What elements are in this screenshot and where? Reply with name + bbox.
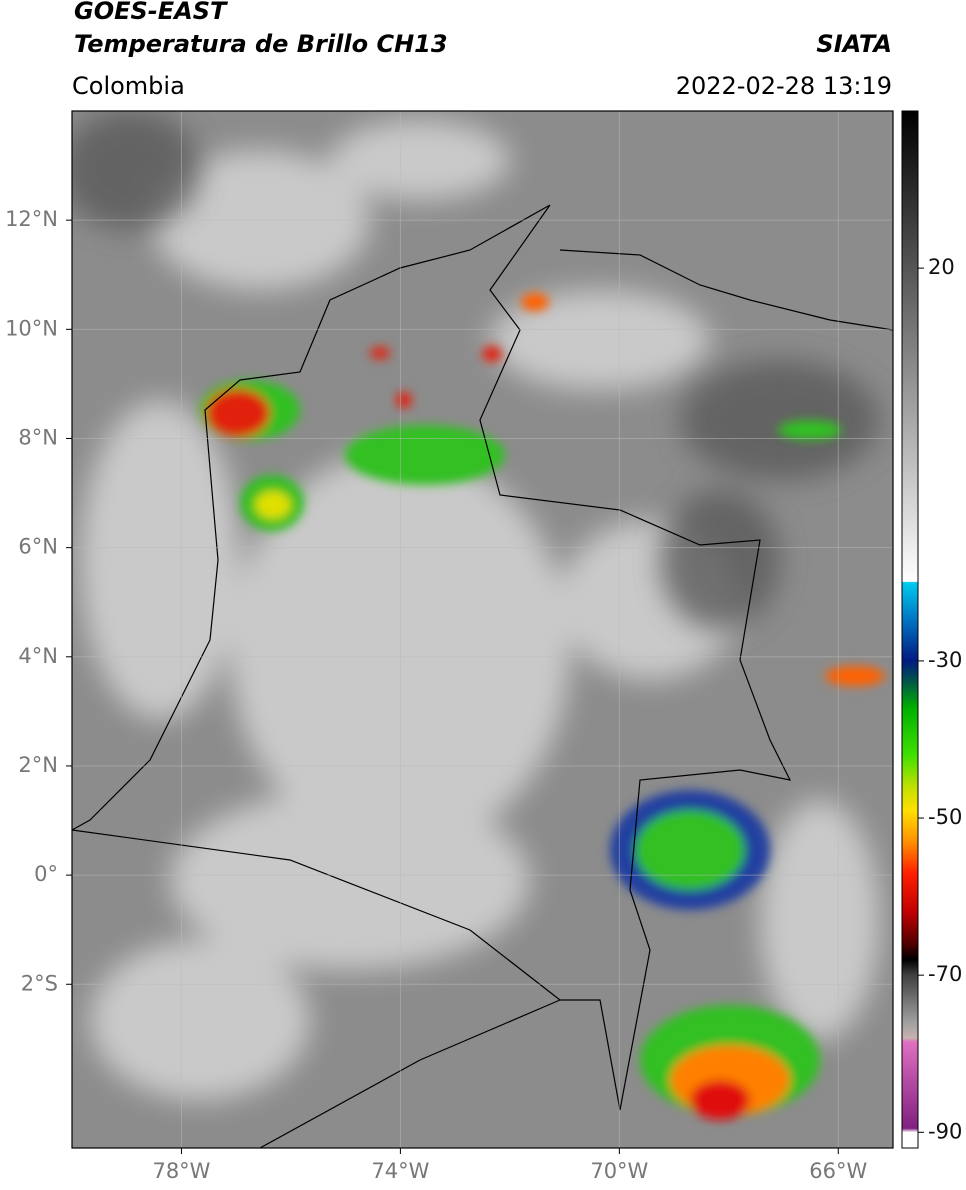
y-tick-label: 2°S: [21, 971, 58, 995]
colorbar-tick-label: -30: [928, 648, 962, 672]
map-frame: [71, 110, 894, 1149]
colorbar-tick-label: -90: [928, 1119, 962, 1143]
x-tick-label: 74°W: [371, 1159, 429, 1183]
y-tick-label: 2°N: [18, 753, 58, 777]
y-tick-label: 0°: [34, 862, 58, 886]
y-tick-label: 12°N: [5, 207, 58, 231]
y-tick-label: 10°N: [5, 316, 58, 340]
source: SIATA: [816, 30, 892, 58]
title: GOES-EAST: [74, 0, 228, 25]
y-tick-label: 4°N: [18, 644, 58, 668]
x-tick-label: 66°W: [809, 1159, 867, 1183]
y-tick-label: 8°N: [18, 425, 58, 449]
satellite-image: [72, 111, 893, 1148]
region: Colombia: [72, 72, 185, 100]
datetime: 2022-02-28 13:19: [676, 72, 892, 100]
colorbar-tick-label: 20: [928, 255, 955, 279]
colorbar-tick-label: -50: [928, 805, 962, 829]
colorbar-tick-label: -70: [928, 962, 962, 986]
grid: [72, 111, 893, 1148]
y-tick-label: 6°N: [18, 535, 58, 559]
x-tick-label: 78°W: [152, 1159, 210, 1183]
colorbar: [901, 110, 919, 1149]
x-tick-label: 70°W: [590, 1159, 648, 1183]
subtitle: Temperatura de Brillo CH13: [74, 30, 448, 58]
